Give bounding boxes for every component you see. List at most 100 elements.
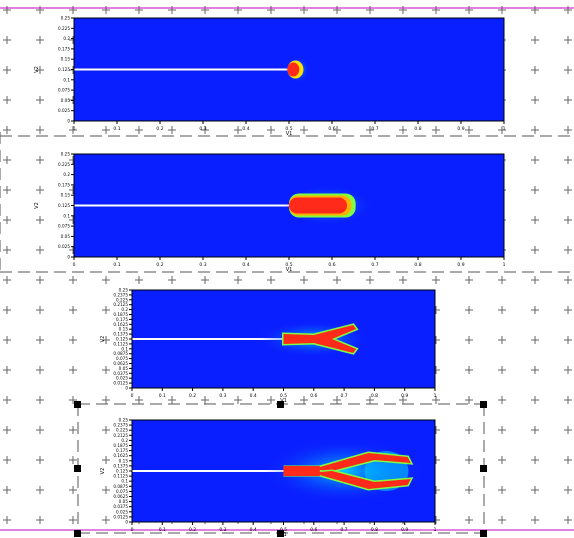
selection-handle-icon[interactable]	[74, 530, 81, 537]
x-tick-label: 0.4	[242, 262, 249, 268]
plus-icon	[399, 396, 407, 404]
plus-icon	[36, 126, 44, 134]
y-tick-label: 0.0875	[113, 484, 128, 489]
x-tick-label: 0.6	[328, 262, 335, 268]
plus-icon	[366, 396, 374, 404]
x-tick-label: 1	[434, 393, 437, 399]
plus-icon	[36, 186, 44, 194]
plus-icon	[168, 6, 176, 14]
selection-handle-icon[interactable]	[480, 465, 487, 472]
y-tick-label: 0.1	[63, 213, 70, 218]
plot-panel-1[interactable]: 0 0.1 0.2 0.3 0.4 0.5 0.6 0.7 0.8 0.9 1 0 0.025 0.05 0…	[30, 14, 505, 138]
plus-icon	[36, 246, 44, 254]
plus-icon	[498, 456, 506, 464]
plus-icon	[366, 126, 374, 134]
plus-icon	[465, 516, 473, 524]
plus-icon	[399, 6, 407, 14]
plus-icon	[399, 126, 407, 134]
plus-icon	[531, 36, 539, 44]
selection-handle-icon[interactable]	[480, 401, 487, 408]
plus-icon	[69, 276, 77, 284]
plus-icon	[36, 456, 44, 464]
plus-icon	[135, 276, 143, 284]
plus-icon	[531, 186, 539, 194]
plus-icon	[531, 126, 539, 134]
plus-icon	[36, 156, 44, 164]
x-tick-label: 0.5	[285, 262, 292, 268]
x-tick-label: 0.2	[156, 126, 163, 132]
plus-icon	[432, 6, 440, 14]
plus-icon	[36, 276, 44, 284]
x-tick-label: 0.8	[414, 126, 421, 132]
selection-handle-icon[interactable]	[74, 465, 81, 472]
plus-icon	[3, 456, 11, 464]
plus-icon	[432, 396, 440, 404]
plus-icon	[564, 276, 572, 284]
plus-icon	[69, 456, 77, 464]
x-tick-label: 0.5	[285, 126, 292, 132]
y-tick-label: 0.0625	[113, 494, 128, 499]
selection-handle-icon[interactable]	[74, 401, 81, 408]
y-tick-label: 0.25	[61, 16, 71, 21]
plus-icon	[531, 336, 539, 344]
y-tick-label: 0.2125	[113, 433, 128, 438]
plus-icon	[3, 156, 11, 164]
plus-icon	[36, 306, 44, 314]
plus-icon	[267, 6, 275, 14]
plus-icon	[531, 456, 539, 464]
x-tick-label: 0.6	[310, 527, 317, 533]
y-tick-label: 0.05	[61, 98, 71, 103]
plus-icon	[465, 486, 473, 494]
plus-icon	[234, 6, 242, 14]
plus-icon	[135, 396, 143, 404]
y-tick-label: 0.0875	[113, 351, 128, 356]
y-tick-label: 0.0125	[113, 381, 128, 386]
plot-panel-3[interactable]: 0 0.1 0.2 0.3 0.4 0.5 0.6 0.7 0.8 0.9 1 0 0.0125 0.02…	[96, 286, 441, 405]
plus-icon	[564, 336, 572, 344]
x-tick-label: 0	[131, 393, 134, 399]
y-tick-label: 0.05	[119, 366, 129, 371]
plus-icon	[168, 396, 176, 404]
plus-icon	[531, 426, 539, 434]
plus-icon	[201, 6, 209, 14]
plus-icon	[3, 396, 11, 404]
plot-panel-4[interactable]: 00.10.20.30.40.50.60.70.80.9100.01250.02…	[96, 416, 441, 538]
plus-icon	[531, 366, 539, 374]
plus-icon	[36, 6, 44, 14]
plus-icon	[267, 276, 275, 284]
selection-handle-icon[interactable]	[480, 530, 487, 537]
y-tick-label: 0.025	[116, 509, 128, 514]
plus-icon	[531, 6, 539, 14]
y-tick-label: 0.175	[116, 448, 128, 453]
plus-icon	[102, 336, 110, 344]
plus-icon	[564, 486, 572, 494]
plus-icon	[564, 456, 572, 464]
plus-icon	[465, 6, 473, 14]
y-tick-label: 0.175	[116, 317, 128, 322]
selection-handle-icon[interactable]	[277, 530, 284, 537]
plus-icon	[531, 306, 539, 314]
plot-panel-2[interactable]: 0 0.1 0.2 0.3 0.4 0.5 0.6 0.7 0.8 0.9 1 0 0.025 0.05 0…	[30, 150, 505, 274]
y-tick-label: 0.075	[116, 356, 128, 361]
selection-handle-icon[interactable]	[277, 401, 284, 408]
plus-icon	[531, 216, 539, 224]
y-tick-label: 0.2	[63, 172, 70, 177]
y-tick-label: 0.225	[58, 162, 70, 167]
plus-icon	[135, 6, 143, 14]
y-tick-label: 0.175	[58, 182, 70, 187]
x-tick-label: 0.7	[371, 126, 378, 132]
plus-icon	[498, 6, 506, 14]
plus-icon	[465, 366, 473, 374]
plus-icon	[36, 486, 44, 494]
y-tick-label: 0.225	[116, 428, 128, 433]
plus-icon	[300, 276, 308, 284]
plus-icon	[69, 366, 77, 374]
x-tick-label: 0.2	[156, 262, 163, 268]
plus-icon	[498, 306, 506, 314]
y-tick-label: 0.175	[58, 46, 70, 51]
plus-icon	[564, 66, 572, 74]
plus-icon	[69, 6, 77, 14]
x-tick-label: 0.9	[457, 126, 464, 132]
x-tick-label: 0.1	[113, 262, 120, 268]
y-tick-label: 0.1375	[113, 463, 128, 468]
